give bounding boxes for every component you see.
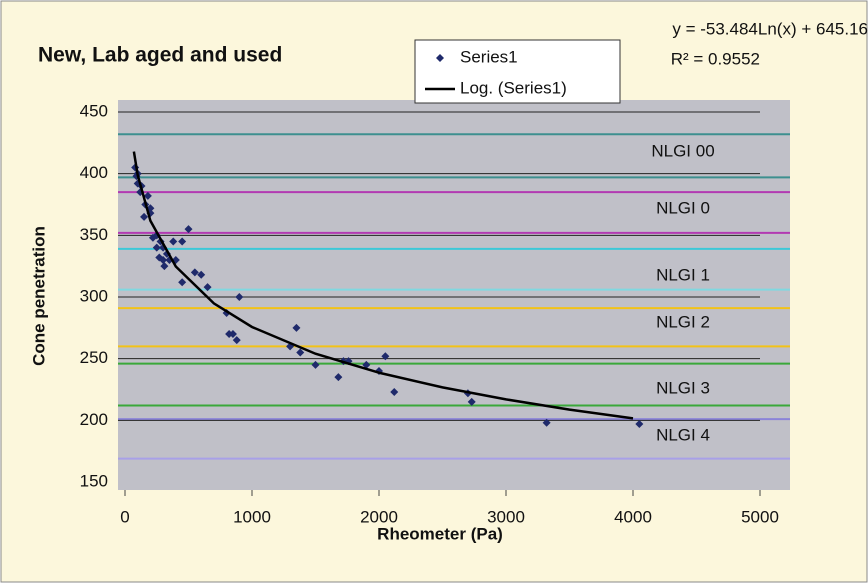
legend	[414, 39, 621, 104]
x-tick-label: 0	[120, 507, 129, 526]
nlgi-label: NLGI 2	[656, 312, 710, 331]
point	[635, 420, 644, 429]
point	[292, 323, 301, 332]
point	[184, 225, 193, 234]
point	[160, 262, 169, 271]
nlgi-label: NLGI 00	[651, 141, 714, 160]
y-tick-label: 200	[80, 410, 108, 429]
x-axis-label: Rheometer (Pa)	[377, 524, 503, 543]
trendline	[132, 151, 634, 420]
nlgi-label: NLGI 3	[656, 378, 710, 397]
point	[362, 360, 371, 369]
point	[178, 278, 187, 287]
point	[143, 191, 152, 200]
x-tick-label: 4000	[614, 507, 652, 526]
y-tick-label: 350	[80, 225, 108, 244]
point	[140, 212, 149, 221]
plot-background	[118, 100, 790, 490]
point	[178, 237, 187, 246]
y-tick-label: 450	[80, 101, 108, 120]
nlgi-label: NLGI 1	[656, 265, 710, 284]
point	[381, 352, 390, 361]
point	[228, 330, 237, 338]
point	[159, 256, 168, 264]
point	[311, 360, 320, 369]
y-tick-label: 400	[80, 163, 108, 182]
legend-label: Series1	[460, 47, 518, 66]
point	[334, 373, 343, 382]
x-tick-label: 3000	[487, 507, 525, 526]
point	[152, 243, 161, 252]
point	[190, 268, 199, 277]
legend-marker	[436, 54, 444, 62]
trend-equation: y = -53.484Ln(x) + 645.16	[672, 19, 868, 38]
point	[203, 283, 212, 292]
point	[232, 336, 241, 345]
nlgi-label: NLGI 0	[656, 198, 710, 217]
y-axis-label: Cone penetration	[29, 226, 48, 366]
point	[169, 237, 178, 246]
x-tick-label: 1000	[233, 507, 271, 526]
point	[296, 348, 305, 357]
y-tick-label: 250	[80, 348, 108, 367]
legend-label: Log. (Series1)	[460, 78, 567, 97]
point	[542, 418, 551, 427]
point	[390, 387, 399, 396]
r-squared: R² = 0.9552	[671, 49, 760, 68]
point	[197, 270, 206, 279]
y-tick-label: 150	[80, 471, 108, 490]
nlgi-label: NLGI 4	[656, 425, 710, 444]
x-tick-label: 5000	[741, 507, 779, 526]
point	[235, 293, 244, 301]
point	[467, 397, 476, 406]
y-tick-label: 300	[80, 286, 108, 305]
chart-title: New, Lab aged and used	[38, 44, 282, 67]
x-tick-label: 2000	[360, 507, 398, 526]
